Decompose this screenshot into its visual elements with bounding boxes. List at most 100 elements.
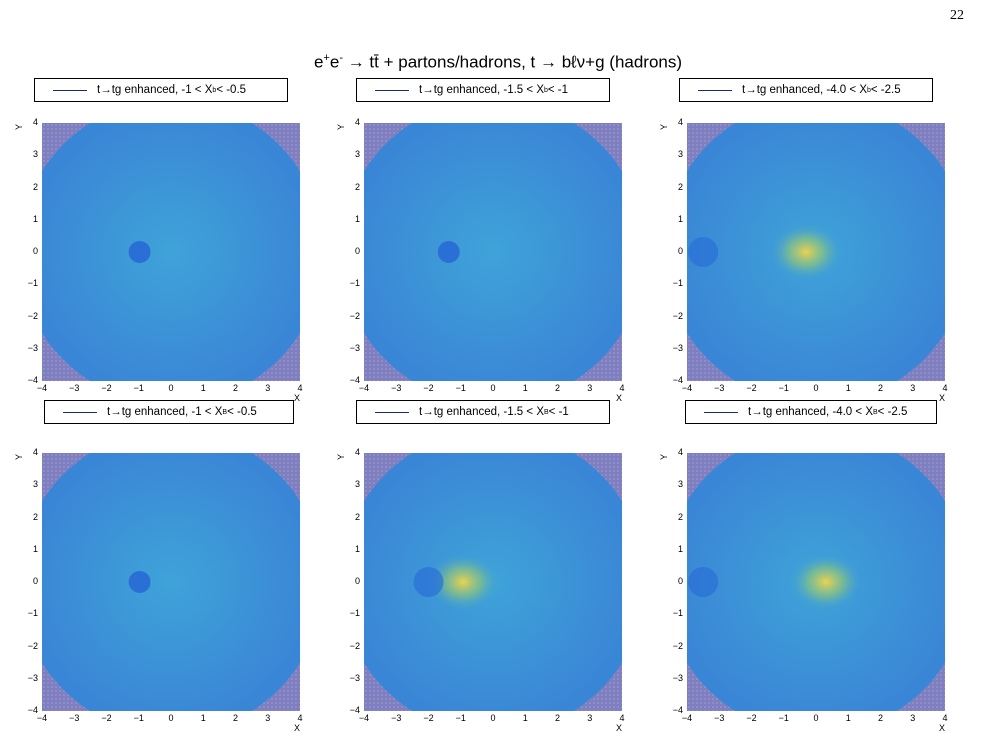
- legend-text: t→tg enhanced, -1.5 < X: [419, 406, 544, 418]
- y-tick-label: 3: [677, 149, 683, 160]
- legend-text: t→tg enhanced, -4.0 < X: [748, 406, 873, 418]
- x-tick-label: −2: [746, 383, 757, 393]
- legend-line-sample: [375, 411, 409, 413]
- y-tick-label: −2: [27, 640, 38, 651]
- legend-text-suffix: < -2.5: [877, 406, 908, 418]
- y-tick-label: 0: [677, 246, 683, 256]
- y-tick-label: −2: [672, 640, 683, 651]
- y-tick-label: 3: [677, 479, 683, 490]
- y-tick-label: −1: [349, 608, 360, 619]
- y-tick-label: −4: [27, 375, 38, 385]
- hotspot-ring: [129, 228, 174, 276]
- y-tick-label: −2: [349, 640, 360, 651]
- title-e1: e: [313, 52, 324, 72]
- x-tick-label: −1: [778, 713, 789, 723]
- y-tick-label: −1: [349, 278, 360, 289]
- y-tick-label: 1: [32, 213, 38, 224]
- x-tick-label: −4: [36, 713, 48, 723]
- x-tick-label: 4: [297, 713, 303, 723]
- x-tick-label: −4: [358, 383, 370, 393]
- y-axis-label: Y: [336, 453, 347, 461]
- y-tick-label: −2: [27, 310, 38, 321]
- x-tick-label: 2: [554, 713, 560, 723]
- title-sup2: -: [339, 52, 343, 64]
- plot-area: [364, 453, 622, 711]
- x-axis-label: X: [939, 393, 946, 403]
- x-tick-label: 2: [554, 383, 560, 393]
- hotspot-ring: [438, 228, 483, 276]
- y-tick-label: 1: [677, 543, 683, 554]
- y-tick-label: −3: [672, 342, 683, 353]
- title-e2: e: [329, 52, 340, 72]
- x-tick-label: −2: [101, 713, 112, 723]
- x-tick-label: 3: [587, 383, 593, 393]
- legend-subscript: B: [543, 408, 549, 416]
- x-axis-label: X: [939, 723, 946, 733]
- legend-text: t→tg enhanced, -4.0 < X: [742, 84, 867, 96]
- x-tick-label: −4: [358, 713, 370, 723]
- x-tick-label: 1: [200, 713, 206, 723]
- heatmap-svg: [42, 123, 300, 381]
- x-tick-label: −3: [391, 383, 402, 393]
- y-tick-label: −4: [27, 705, 38, 715]
- x-tick-label: 3: [587, 713, 593, 723]
- legend-line-sample: [53, 89, 87, 91]
- y-tick-label: 4: [32, 447, 38, 457]
- figure-title: e+e- → tt̄ + partons/hadrons, t → bℓν+g …: [0, 52, 996, 73]
- title-rest: → tt̄ + partons/hadrons, t → bℓν+g (hadr…: [342, 52, 683, 72]
- legend-subscript: b: [866, 86, 871, 94]
- x-tick-label: 0: [813, 713, 819, 723]
- x-tick-label: 2: [877, 383, 883, 393]
- x-tick-label: −3: [391, 713, 402, 723]
- legend-subscript: B: [222, 408, 228, 416]
- depletion-hole: [688, 567, 719, 597]
- legend-text-suffix: < -2.5: [870, 84, 901, 96]
- x-tick-label: 2: [232, 383, 238, 393]
- y-tick-label: 4: [677, 117, 683, 127]
- x-tick-label: −2: [423, 713, 434, 723]
- x-tick-label: −3: [714, 713, 725, 723]
- x-tick-label: 1: [845, 713, 851, 723]
- y-tick-label: −1: [27, 608, 38, 619]
- x-tick-label: −4: [36, 383, 48, 393]
- x-tick-label: −1: [455, 713, 466, 723]
- x-tick-label: 1: [845, 383, 851, 393]
- x-tick-label: −2: [101, 383, 112, 393]
- y-tick-label: −3: [349, 672, 360, 683]
- legend-text: t→tg enhanced, -1 < X: [107, 406, 223, 418]
- x-tick-label: 4: [942, 383, 948, 393]
- heatmap-svg: [42, 453, 300, 711]
- y-tick-label: −3: [27, 672, 38, 683]
- y-tick-label: 2: [354, 181, 360, 192]
- y-tick-label: 3: [32, 149, 38, 160]
- legend-text: t→tg enhanced, -1 < X: [97, 84, 213, 96]
- y-tick-label: 4: [354, 117, 360, 127]
- x-tick-label: −1: [455, 383, 466, 393]
- x-tick-label: 4: [619, 713, 625, 723]
- heatmap-svg: [687, 123, 945, 381]
- legend-subscript: b: [543, 86, 548, 94]
- x-tick-label: 2: [232, 713, 238, 723]
- y-tick-label: −4: [672, 375, 683, 385]
- x-tick-label: 3: [265, 383, 271, 393]
- legend-subscript: B: [872, 408, 878, 416]
- plot-area: [42, 123, 300, 381]
- plot-area: [687, 123, 945, 381]
- x-tick-label: 3: [265, 713, 271, 723]
- x-tick-label: −2: [746, 713, 757, 723]
- y-tick-label: 0: [354, 246, 360, 256]
- y-tick-label: −3: [349, 342, 360, 353]
- y-tick-label: −2: [672, 310, 683, 321]
- y-tick-label: 1: [32, 543, 38, 554]
- legend-text-suffix: < -1: [548, 406, 569, 418]
- y-tick-label: −1: [27, 278, 38, 289]
- heatmap-svg: [364, 453, 622, 711]
- x-tick-label: −1: [133, 383, 144, 393]
- plot-area: [42, 453, 300, 711]
- y-tick-label: 2: [677, 181, 683, 192]
- x-tick-label: −3: [69, 713, 80, 723]
